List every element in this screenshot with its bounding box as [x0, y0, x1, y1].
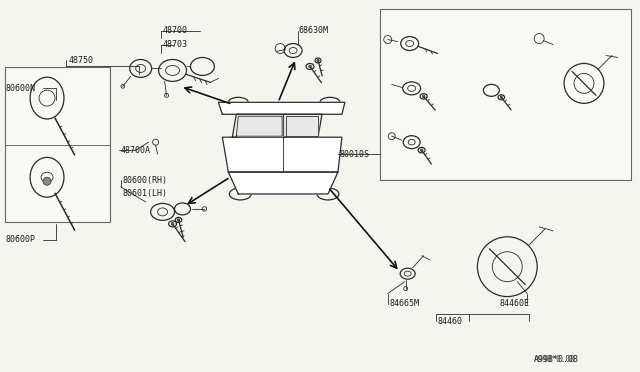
Text: 80600P: 80600P	[5, 235, 35, 244]
Text: A998*0.08: A998*0.08	[534, 355, 576, 364]
Text: 48703: 48703	[163, 40, 188, 49]
Polygon shape	[232, 114, 322, 137]
Text: 84460: 84460	[438, 317, 463, 326]
Text: 68630M: 68630M	[298, 26, 328, 35]
Polygon shape	[218, 102, 345, 114]
Text: 80010S: 80010S	[340, 150, 370, 158]
Text: 48700A: 48700A	[121, 145, 151, 155]
Text: 80600(RH): 80600(RH)	[123, 176, 168, 185]
Polygon shape	[222, 137, 342, 172]
Text: 80600N: 80600N	[5, 84, 35, 93]
Text: 48750: 48750	[69, 56, 94, 65]
Bar	[5, 67, 110, 222]
Text: 84460E: 84460E	[499, 299, 529, 308]
Text: 84665M: 84665M	[390, 299, 420, 308]
Polygon shape	[286, 116, 318, 136]
Text: 80601(LH): 80601(LH)	[123, 189, 168, 199]
Polygon shape	[236, 116, 282, 136]
Circle shape	[43, 177, 51, 185]
Text: A998*0.08: A998*0.08	[534, 355, 579, 364]
Polygon shape	[228, 172, 338, 194]
Text: 48700: 48700	[163, 26, 188, 35]
Bar	[380, 9, 631, 180]
